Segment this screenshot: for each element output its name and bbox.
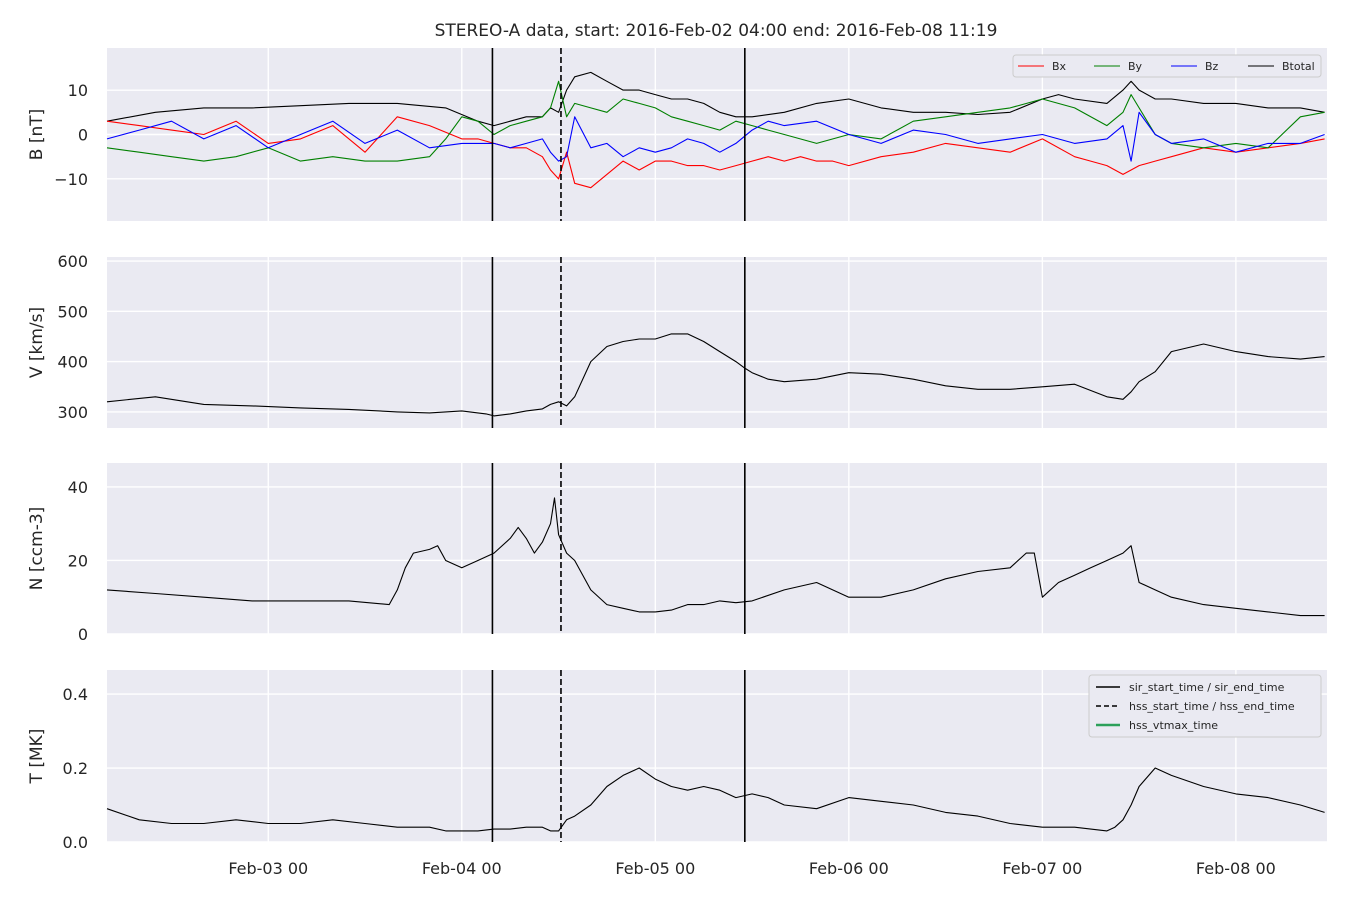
b-legend-box: [1012, 54, 1322, 78]
series-bz-line: [106, 111, 1325, 162]
y-axis-label-V: V [km/s]: [27, 307, 47, 378]
t-legend-label: hss_vtmax_time: [1129, 719, 1218, 732]
b-legend-label: Bz: [1205, 60, 1219, 73]
series-btotal-line: [106, 71, 1325, 127]
y-tick-label-V: 400: [57, 353, 88, 372]
x-tick-label: Feb-07 00: [1002, 859, 1082, 878]
x-tick-label: Feb-03 00: [228, 859, 308, 878]
y-tick-label-N: 20: [68, 551, 88, 570]
b-legend-label: Btotal: [1282, 60, 1315, 73]
x-tick-label: Feb-08 00: [1196, 859, 1276, 878]
t-legend-label: hss_start_time / hss_end_time: [1129, 700, 1295, 713]
y-tick-label-B: 10: [68, 81, 88, 100]
series-t-line: [106, 767, 1325, 832]
y-axis-label-N: N [ccm-3]: [27, 507, 47, 591]
t-legend-box: [1088, 674, 1322, 738]
y-tick-label-T: 0.0: [63, 833, 88, 852]
series-v-line: [106, 333, 1325, 417]
t-legend-label: sir_start_time / sir_end_time: [1129, 681, 1285, 694]
series-by-line: [106, 80, 1325, 162]
y-tick-label-T: 0.2: [63, 759, 88, 778]
y-tick-label-N: 40: [68, 478, 88, 497]
y-tick-label-B: 0: [78, 126, 88, 145]
x-tick-label: Feb-06 00: [809, 859, 889, 878]
y-axis-label-T: T [MK]: [27, 729, 47, 785]
y-tick-label-V: 300: [57, 403, 88, 422]
series-bx-line: [106, 116, 1325, 189]
y-tick-label-V: 500: [57, 302, 88, 321]
y-axis-label-B: B [nT]: [27, 109, 47, 161]
panel-N-background: [107, 463, 1327, 634]
y-tick-label-B: −10: [54, 170, 88, 189]
b-legend-label: By: [1128, 60, 1143, 73]
chart-title: STEREO-A data, start: 2016-Feb-02 04:00 …: [435, 21, 998, 41]
b-legend-label: Bx: [1052, 60, 1067, 73]
series-n-line: [106, 497, 1325, 617]
y-tick-label-V: 600: [57, 252, 88, 271]
x-tick-label: Feb-05 00: [615, 859, 695, 878]
x-tick-label: Feb-04 00: [422, 859, 502, 878]
y-tick-label-N: 0: [78, 625, 88, 644]
y-tick-label-T: 0.4: [63, 685, 88, 704]
panel-V-background: [107, 257, 1327, 428]
